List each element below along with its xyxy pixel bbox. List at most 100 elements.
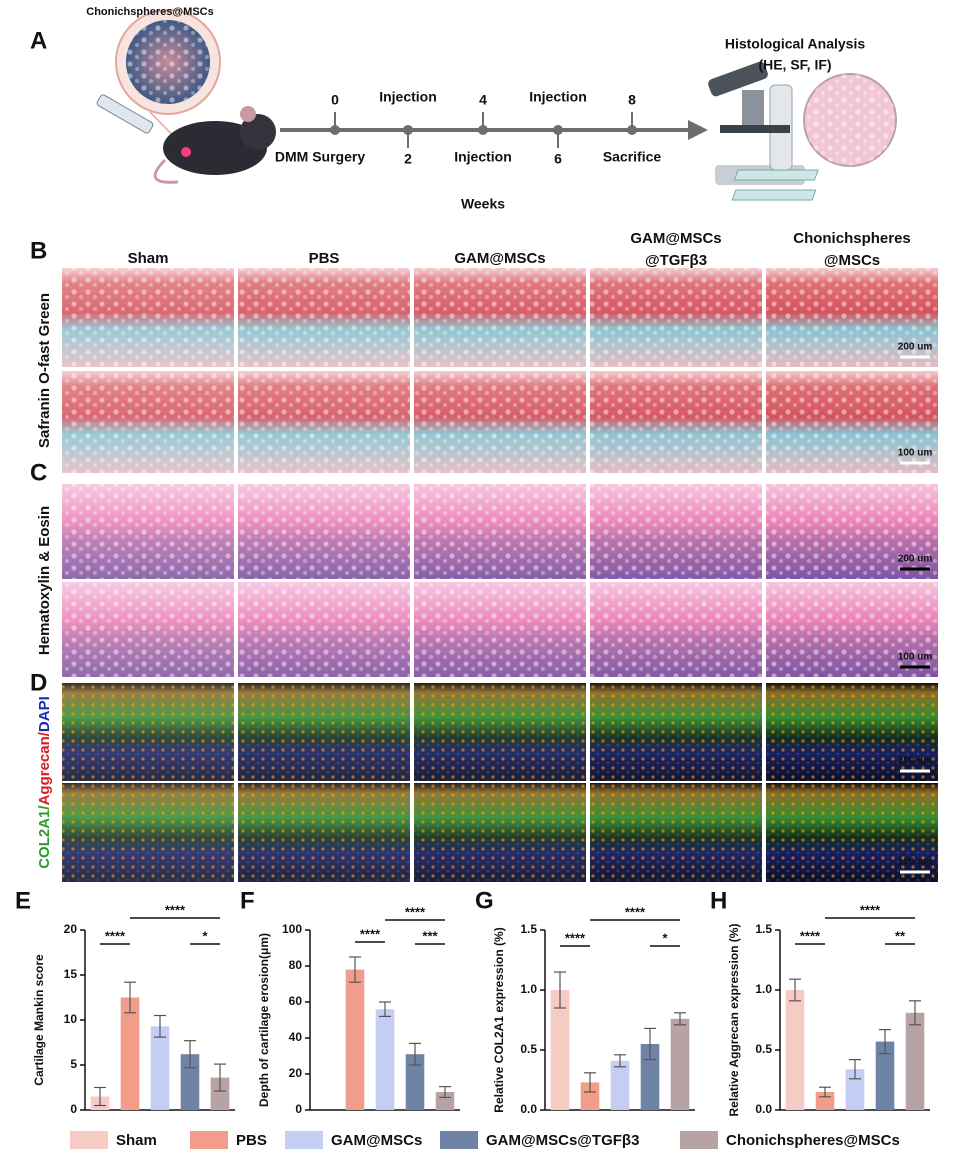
legend-label: Sham — [116, 1132, 157, 1149]
micrograph-texture — [62, 371, 234, 473]
mouse-tail — [153, 158, 179, 184]
error-bar — [349, 956, 361, 983]
column-header: @TGFβ3 — [645, 252, 707, 269]
y-tick-label: 0.0 — [520, 1102, 537, 1116]
event-label: Injection — [529, 89, 587, 105]
y-tick-label: 1.5 — [755, 922, 772, 936]
y-tick-label: 0 — [70, 1102, 77, 1116]
error-bar — [554, 971, 566, 1009]
micrograph-texture — [766, 484, 938, 579]
event-label: DMM Surgery — [275, 149, 365, 165]
y-tick-label: 5 — [70, 1057, 77, 1071]
timeline: 0 DMM Surgery 2 Injection 4 Injection 6 Injecti… — [275, 89, 708, 167]
micrograph-texture — [414, 371, 586, 473]
bar — [405, 1054, 425, 1110]
significance-label: **** — [625, 904, 646, 919]
scale-bar-label: 100 um — [898, 857, 933, 868]
week-label: 8 — [628, 92, 636, 108]
column-header: PBS — [309, 250, 340, 267]
micrograph-texture — [766, 683, 938, 781]
micrograph-texture — [414, 484, 586, 579]
timeline-arrowhead — [688, 120, 708, 140]
bar — [580, 1082, 600, 1110]
micrograph-texture — [238, 783, 410, 882]
y-tick-label: 80 — [289, 958, 303, 972]
microscope-objective — [742, 90, 764, 125]
mouse-ear — [240, 106, 256, 122]
error-bar — [184, 1040, 196, 1069]
error-bar — [909, 1000, 921, 1026]
bar — [905, 1012, 925, 1110]
bar — [120, 997, 140, 1110]
scale-bar-label: 200 um — [898, 756, 933, 767]
micrograph-texture — [590, 783, 762, 882]
y-tick-label: 20 — [289, 1066, 303, 1080]
micrograph-texture — [414, 582, 586, 677]
significance-label: * — [202, 928, 208, 943]
y-axis-label: Relative COL2A1 expression (%) — [492, 927, 506, 1112]
y-tick-label: 100 — [282, 922, 302, 936]
micrograph-texture — [590, 371, 762, 473]
error-bar — [439, 1085, 451, 1099]
y-tick-label: 1.0 — [755, 982, 772, 996]
panel-label: C — [30, 459, 47, 486]
microscope-illustration — [708, 61, 897, 201]
analysis-title: Histological Analysis — [725, 36, 866, 52]
slide — [731, 189, 817, 201]
significance-label: **** — [360, 926, 381, 941]
timeline-axis-label: Weeks — [461, 196, 505, 212]
y-tick-label: 60 — [289, 994, 303, 1008]
stain-label: Safranin O-fast Green — [36, 293, 53, 448]
legend-label: GAM@MSCs@TGFβ3 — [486, 1132, 639, 1149]
bar — [670, 1018, 690, 1110]
significance-label: **** — [105, 928, 126, 943]
y-axis-label: Relative Aggrecan expression (%) — [727, 924, 741, 1117]
significance-label: **** — [165, 902, 186, 917]
event-label: Injection — [379, 89, 437, 105]
y-tick-label: 20 — [64, 922, 78, 936]
micrograph-texture — [238, 683, 410, 781]
bar — [785, 990, 805, 1110]
error-bar — [614, 1054, 626, 1068]
micrograph-texture — [590, 484, 762, 579]
error-bar — [214, 1063, 226, 1092]
bar — [210, 1077, 230, 1110]
week-label: 2 — [404, 151, 412, 167]
legend-swatch — [190, 1131, 228, 1149]
microscope-eyepiece — [708, 61, 768, 97]
y-tick-label: 0 — [295, 1102, 302, 1116]
week-label: 0 — [331, 92, 339, 108]
panel-label: H — [710, 887, 727, 914]
micrograph-texture — [62, 484, 234, 579]
stain-label-part: Safranin O-fast Green — [36, 293, 53, 448]
column-header: GAM@MSCs — [630, 230, 721, 247]
tissue-texture — [804, 74, 896, 166]
y-tick-label: 40 — [289, 1030, 303, 1044]
injection-site — [181, 147, 191, 157]
construct-label: Chonichspheres@MSCs — [86, 6, 213, 18]
legend-swatch — [680, 1131, 718, 1149]
analysis-methods: (HE, SF, IF) — [758, 57, 831, 73]
micrograph-texture — [766, 268, 938, 367]
mouse-head — [240, 114, 276, 150]
column-header: GAM@MSCs — [454, 250, 545, 267]
event-label: Sacrifice — [603, 149, 662, 165]
stain-label-part: DAPI — [36, 696, 53, 732]
stain-label-part: COL2A1/ — [36, 805, 53, 869]
scale-bar-label: 200 um — [898, 554, 933, 565]
syringe — [96, 94, 154, 134]
event-label: Injection — [454, 149, 512, 165]
column-header: Chonichspheres — [793, 230, 911, 247]
legend-swatch — [440, 1131, 478, 1149]
micrograph-texture — [238, 582, 410, 677]
bar — [150, 1026, 170, 1110]
significance-label: **** — [800, 928, 821, 943]
micrograph-texture — [414, 683, 586, 781]
micrograph-texture — [766, 371, 938, 473]
error-bar — [644, 1027, 656, 1061]
week-label: 6 — [554, 151, 562, 167]
stain-label-part: Aggrecan/ — [36, 731, 53, 805]
stain-label-part: Hematoxylin & Eosin — [36, 506, 53, 655]
